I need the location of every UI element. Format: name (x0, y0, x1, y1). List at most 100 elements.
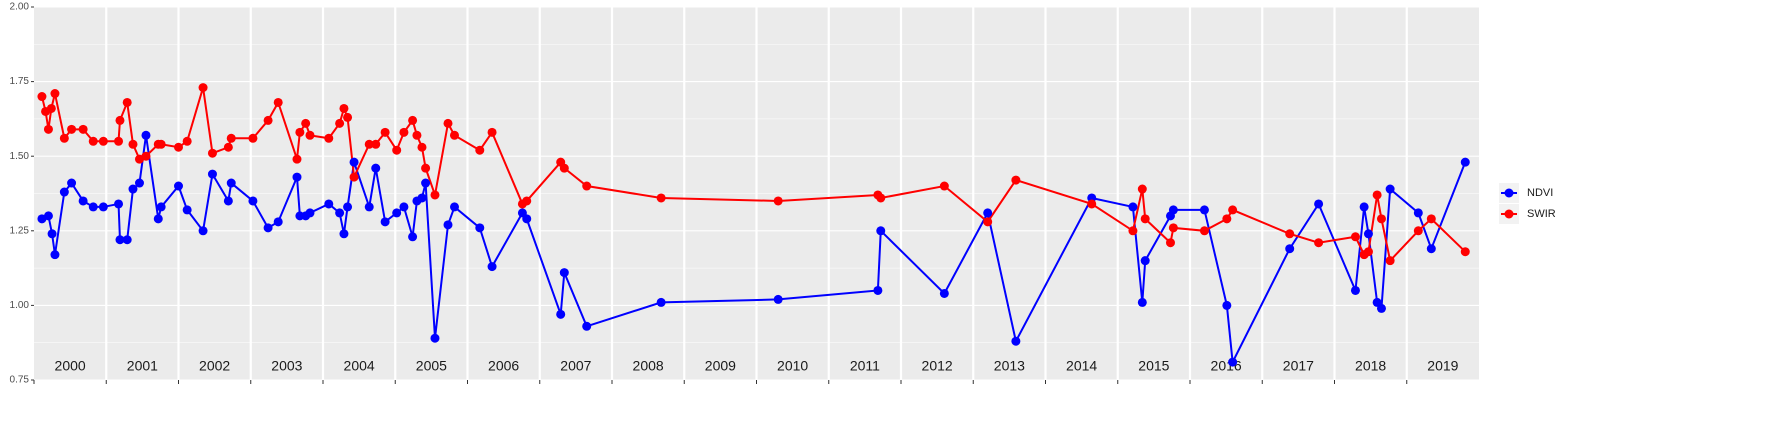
point (1285, 229, 1295, 239)
point (1460, 157, 1470, 167)
y-tick-label: 2.00 (10, 2, 30, 13)
point (122, 235, 132, 245)
point (983, 217, 993, 227)
point (37, 92, 47, 102)
point (1087, 199, 1097, 209)
point (115, 235, 125, 245)
point (335, 118, 345, 128)
point (59, 187, 69, 197)
point (248, 133, 258, 143)
point (430, 333, 440, 343)
point (1199, 205, 1209, 215)
point (59, 133, 69, 143)
point (156, 202, 166, 212)
point (449, 130, 459, 140)
point (223, 142, 233, 152)
point (408, 232, 418, 242)
point (364, 202, 374, 212)
x-tick-label: 2016 (1211, 358, 1242, 374)
point (207, 148, 217, 158)
point (88, 202, 98, 212)
point (50, 89, 60, 99)
point (46, 103, 56, 113)
y-tick-label: 1.50 (10, 151, 30, 162)
legend-label: SWIR (1527, 208, 1556, 220)
y-tick-label: 1.25 (10, 225, 30, 236)
point (1426, 244, 1436, 254)
point (417, 142, 427, 152)
point (114, 199, 124, 209)
point (324, 199, 334, 209)
point (876, 193, 886, 203)
point (582, 181, 592, 191)
point (223, 196, 233, 206)
point (349, 172, 359, 182)
point (339, 229, 349, 239)
point (412, 130, 422, 140)
point (582, 321, 592, 331)
point (487, 262, 497, 272)
x-tick-label: 2002 (199, 358, 230, 374)
point (1314, 238, 1324, 248)
point (1128, 202, 1138, 212)
point (421, 163, 431, 173)
point (43, 211, 53, 221)
x-tick-label: 2018 (1355, 358, 1386, 374)
x-tick-label: 2015 (1138, 358, 1169, 374)
x-tick-label: 2010 (777, 358, 808, 374)
grid: 0.75 1.00 1.25 1.50 1.75 2.00 2000 2001 2002 2003… (10, 2, 1479, 386)
point (1413, 208, 1423, 218)
point (248, 196, 258, 206)
point (475, 223, 485, 233)
point (371, 139, 381, 149)
x-tick-label: 2011 (850, 358, 880, 374)
point (417, 193, 427, 203)
point (1168, 223, 1178, 233)
point (226, 178, 236, 188)
point (773, 294, 783, 304)
point (1285, 244, 1295, 254)
point (656, 297, 666, 307)
x-tick-label: 2008 (633, 358, 664, 374)
point (1363, 229, 1373, 239)
y-tick-label: 0.75 (10, 375, 30, 386)
point (939, 288, 949, 298)
point (1350, 285, 1360, 295)
point (50, 250, 60, 260)
point (1363, 247, 1373, 257)
point (182, 205, 192, 215)
point (335, 208, 345, 218)
point (556, 309, 566, 319)
legend-label: NDVI (1527, 187, 1553, 199)
point (1137, 184, 1147, 194)
point (408, 115, 418, 125)
point (1314, 199, 1324, 209)
point (114, 136, 124, 146)
point (343, 112, 353, 122)
point (141, 151, 151, 161)
point (128, 139, 138, 149)
point (371, 163, 381, 173)
point (141, 130, 151, 140)
point (487, 127, 497, 137)
point (88, 136, 98, 146)
point (380, 127, 390, 137)
point (122, 97, 132, 107)
point (1372, 190, 1382, 200)
point (1413, 226, 1423, 236)
point (263, 223, 273, 233)
point (873, 285, 883, 295)
point (1228, 357, 1238, 367)
point (656, 193, 666, 203)
point (1376, 303, 1386, 313)
x-tick-label: 2001 (127, 358, 158, 374)
marks (37, 83, 1470, 367)
point (876, 226, 886, 236)
point (939, 181, 949, 191)
point (263, 115, 273, 125)
point (295, 127, 305, 137)
point (115, 115, 125, 125)
point (43, 124, 53, 134)
point (47, 229, 57, 239)
